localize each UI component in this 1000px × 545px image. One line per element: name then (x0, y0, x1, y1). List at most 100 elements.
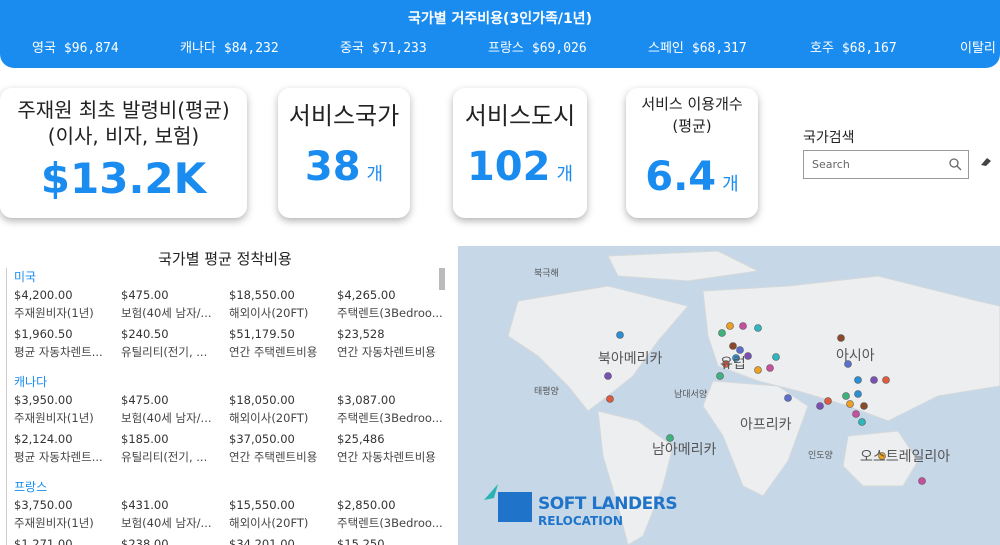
map-label: 태평양 (534, 387, 559, 397)
city-dot[interactable] (754, 366, 762, 374)
city-dot[interactable] (766, 364, 774, 372)
ticker-name: 스페인 (648, 41, 684, 56)
kpi-value-row: 102 개 (453, 144, 587, 190)
city-dot[interactable] (882, 376, 890, 384)
scrollbar[interactable] (439, 268, 445, 290)
city-dot[interactable] (918, 477, 926, 485)
city-dot[interactable] (729, 342, 737, 350)
city-dot[interactable] (606, 395, 614, 403)
cell-amount: $25,486 (337, 432, 385, 446)
city-dot[interactable] (722, 360, 730, 368)
city-dot[interactable] (860, 402, 868, 410)
city-dot[interactable] (854, 390, 862, 398)
cell-amount: $2,124.00 (14, 432, 73, 446)
kpi-value-row: 6.4 개 (626, 154, 758, 200)
city-dot[interactable] (604, 372, 612, 380)
city-dot[interactable] (854, 376, 862, 384)
logo-mark (480, 478, 536, 524)
cell-amount: $18,550.00 (229, 288, 295, 302)
country-name: 프랑스 (14, 480, 48, 494)
ticker-item: 호주 $68,167 (810, 37, 897, 56)
map-canvas (458, 246, 1000, 545)
ticker-item: 영국 $96,874 (32, 37, 119, 56)
city-dot[interactable] (878, 452, 886, 460)
map-label: 아시아 (836, 348, 875, 364)
cell-amount: $2,850.00 (337, 498, 396, 512)
map-label: 남대서양 (674, 390, 708, 400)
cell-amount: $1,960.50 (14, 327, 73, 341)
cell-amount: $4,200.00 (14, 288, 73, 302)
cell-amount: $238.00 (121, 537, 169, 545)
cell-label: 해외이사(20FT) (229, 516, 309, 530)
kpi-card: 서비스 이용개수 (평균) 6.4 개 (626, 88, 758, 218)
city-dot[interactable] (816, 402, 824, 410)
city-dot[interactable] (844, 360, 852, 368)
table-title: 국가별 평균 정착비용 (158, 250, 292, 268)
city-dot[interactable] (852, 410, 860, 418)
map-label: 북아메리카 (598, 351, 663, 367)
clear-icon[interactable] (979, 156, 993, 168)
cell-amount: $3,950.00 (14, 393, 73, 407)
kpi-value: 6.4 (645, 154, 717, 200)
cell-label: 주택렌트(3Bedroo... (337, 516, 443, 530)
kpi-value-row: 38 개 (278, 144, 410, 190)
city-dot[interactable] (870, 376, 878, 384)
ticker-name: 캐나다 (180, 41, 216, 56)
ticker-name: 호주 (810, 41, 834, 56)
cell-label: 주재원비자(1년) (14, 306, 94, 320)
country-name: 캐나다 (14, 375, 48, 389)
cell-amount: $18,050.00 (229, 393, 295, 407)
kpi-title: 주재원 최초 발령비(평균) (17, 98, 230, 122)
ticker-name: 중국 (340, 41, 364, 56)
city-dot[interactable] (739, 322, 747, 330)
ticker-item: 이탈리 (960, 37, 1000, 56)
city-dot[interactable] (772, 353, 780, 361)
kpi-card: 서비스국가 38 개 (278, 88, 410, 218)
city-dot[interactable] (858, 418, 866, 426)
city-dot[interactable] (846, 400, 854, 408)
cell-amount: $475.00 (121, 393, 169, 407)
city-dot[interactable] (726, 322, 734, 330)
cell-amount: $37,050.00 (229, 432, 295, 446)
city-dot[interactable] (736, 346, 744, 354)
kpi-unit: 개 (366, 164, 384, 185)
ticker-value: $68,317 (691, 41, 747, 56)
cell-amount: $431.00 (121, 498, 169, 512)
ticker-name: 이탈리 (960, 41, 996, 56)
cell-label: 보험(40세 남자/... (121, 411, 212, 425)
ticker-item: 캐나다 $84,232 (180, 37, 279, 56)
cell-label: 주택렌트(3Bedroo... (337, 411, 443, 425)
map[interactable]: SOFT LANDERS RELOCATION 북극해 북아메리카 유럽 아시아 태평양… (458, 246, 1000, 545)
country-name: 미국 (14, 270, 37, 284)
ticker-value: $71,233 (371, 41, 427, 56)
cell-label: 해외이사(20FT) (229, 411, 309, 425)
map-label: 인도양 (808, 451, 833, 461)
banner-title: 국가별 거주비용(3인가족/1년) (408, 11, 592, 27)
city-dot[interactable] (754, 324, 762, 332)
cell-label: 보험(40세 남자/... (121, 516, 212, 530)
search-box[interactable]: Search (803, 150, 969, 179)
city-dot[interactable] (718, 329, 726, 337)
map-label: 오스트레일리아 (860, 449, 951, 465)
city-dot[interactable] (716, 372, 724, 380)
cell-amount: $34,201.00 (229, 537, 295, 545)
city-dot[interactable] (824, 397, 832, 405)
city-dot[interactable] (837, 334, 845, 342)
kpi-title: 서비스국가 (288, 102, 400, 130)
cell-label: 평균 자동차렌트... (14, 345, 103, 359)
city-dot[interactable] (616, 331, 624, 339)
logo-text: SOFT LANDERS (538, 494, 678, 514)
city-dot[interactable] (744, 352, 752, 360)
city-dot[interactable] (732, 354, 740, 362)
cell-label: 주재원비자(1년) (14, 516, 94, 530)
cell-label: 보험(40세 남자/... (121, 306, 212, 320)
city-dot[interactable] (842, 392, 850, 400)
cell-label: 주택렌트(3Bedroo... (337, 306, 443, 320)
city-dot[interactable] (666, 434, 674, 442)
banner: 국가별 거주비용(3인가족/1년) 영국 $96,874 캐나다 $84,232 중국 $… (0, 0, 1000, 68)
search-label: 국가검색 (803, 130, 855, 146)
city-dot[interactable] (784, 394, 792, 402)
ticker-item: 프랑스 $69,026 (488, 37, 587, 56)
cell-amount: $51,179.50 (229, 327, 295, 341)
